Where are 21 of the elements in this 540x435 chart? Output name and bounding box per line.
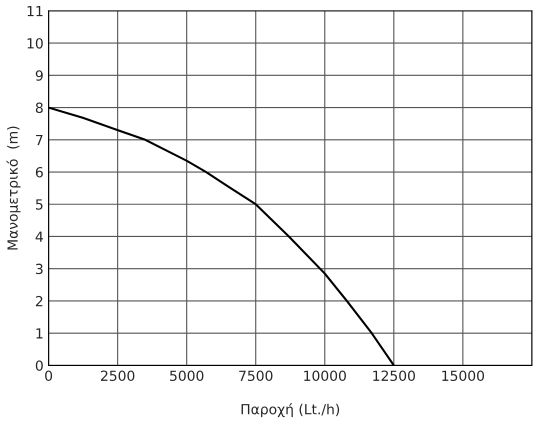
y-tick-label: 2 — [36, 296, 42, 306]
y-axis-title: Μανομετρικό (m) — [6, 126, 21, 250]
x-axis-title: Παροχή (Lt./h) — [242, 403, 340, 418]
x-tick-label: 5000 — [170, 370, 204, 382]
y-tick-label: 4 — [36, 232, 43, 242]
x-tick-label: 7500 — [239, 370, 272, 382]
y-tick-label: 11 — [28, 6, 42, 16]
x-tick-label: 0 — [45, 370, 52, 382]
y-tick-label: 5 — [36, 199, 43, 210]
y-tick-label: 9 — [36, 70, 43, 81]
y-tick-label: 0 — [36, 360, 43, 371]
y-tick-label: 7 — [36, 134, 43, 146]
y-tick-label: 6 — [36, 166, 43, 178]
y-tick-label: 1 — [36, 328, 42, 338]
x-tick-label: 10000 — [304, 370, 346, 382]
y-tick-label: 10 — [28, 38, 43, 49]
x-tick-label: 2500 — [100, 370, 134, 382]
x-tick-label: 12500 — [373, 370, 415, 382]
y-tick-label: 8 — [36, 102, 43, 114]
x-tick-label: 15000 — [442, 370, 484, 382]
y-tick-label: 3 — [36, 264, 43, 274]
